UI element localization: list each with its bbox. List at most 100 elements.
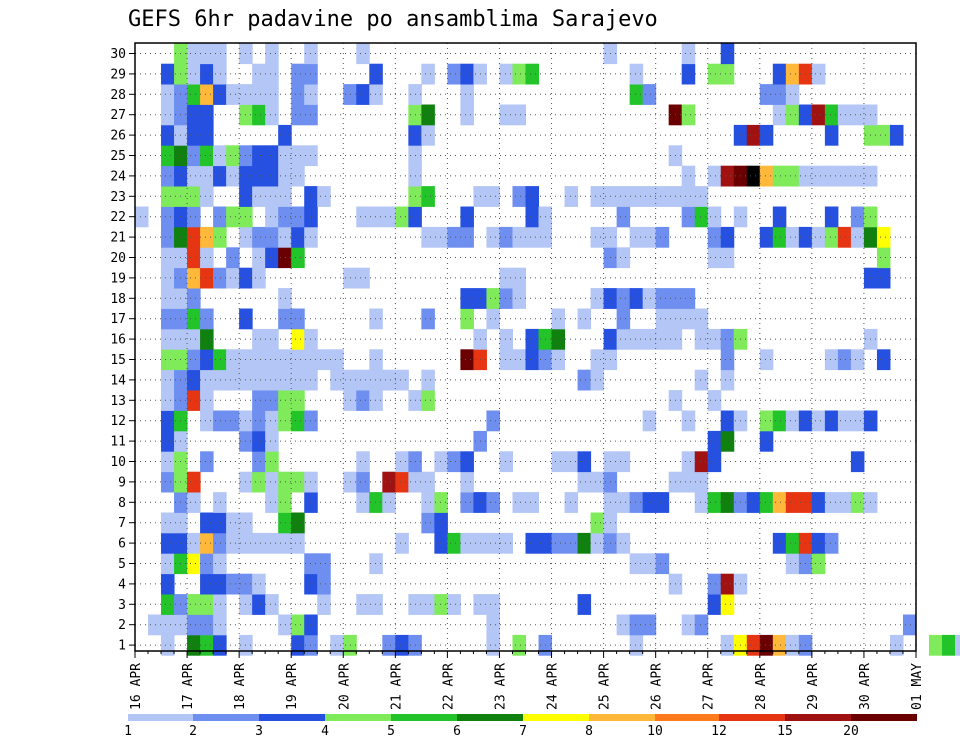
heatmap-cell: [642, 492, 657, 513]
heatmap-cell: [551, 532, 566, 554]
heatmap-cell: [200, 247, 214, 269]
heatmap-cell: [486, 634, 500, 656]
heatmap-cell: [161, 553, 175, 575]
heatmap-cell: [486, 308, 500, 330]
heatmap-cell: [278, 614, 292, 636]
heatmap-cell: [278, 145, 292, 167]
x-tick-label: 01 MAY: [910, 663, 925, 710]
heatmap-cell: [395, 206, 409, 228]
heatmap-cell: [291, 84, 305, 105]
heatmap-cell: [564, 451, 579, 473]
heatmap-cell: [369, 308, 383, 330]
heatmap-cell: [824, 104, 839, 126]
heatmap-cell: [499, 267, 513, 289]
heatmap-cell: [187, 226, 201, 248]
heatmap-cell: [642, 328, 657, 350]
heatmap-cell: [772, 84, 787, 105]
heatmap-cell: [707, 165, 722, 187]
heatmap-cell: [460, 104, 474, 126]
heatmap-cell: [486, 288, 500, 309]
heatmap-cell: [187, 43, 201, 65]
heatmap-cell: [655, 553, 670, 575]
heatmap-cell: [499, 288, 513, 309]
heatmap-cell: [161, 186, 175, 207]
heatmap-cell: [850, 104, 865, 126]
heatmap-cell: [200, 390, 214, 411]
heatmap-cell: [785, 165, 800, 187]
heatmap-cell: [824, 410, 839, 432]
heatmap-cell: [447, 226, 461, 248]
heatmap-cell: [785, 553, 800, 575]
heatmap-cell: [707, 594, 722, 615]
heatmap-cell: [278, 165, 292, 187]
heatmap-cell: [681, 410, 696, 432]
heatmap-cell: [200, 614, 214, 636]
heatmap-cell: [382, 471, 396, 493]
heatmap-cell: [681, 206, 696, 228]
heatmap-cell: [837, 165, 852, 187]
heatmap-cell: [759, 410, 774, 432]
heatmap-cell: [252, 430, 266, 452]
heatmap-cell: [291, 349, 305, 371]
heatmap-cell: [772, 206, 787, 228]
heatmap-cell: [278, 349, 292, 371]
heatmap-cell: [811, 492, 826, 513]
heatmap-cell: [369, 369, 383, 391]
heatmap-cell: [772, 410, 787, 432]
x-tick-label: 21 APR: [389, 663, 404, 710]
heatmap-cell: [421, 594, 435, 615]
colorbar-swatch: [851, 714, 917, 721]
y-tick-label: 14: [110, 373, 126, 388]
heatmap-cell: [291, 512, 305, 534]
heatmap-cell: [460, 84, 474, 105]
heatmap-cell: [382, 492, 396, 513]
heatmap-cell: [837, 226, 852, 248]
heatmap-cell: [616, 614, 631, 636]
heatmap-cell: [226, 267, 240, 289]
heatmap-cell: [577, 594, 592, 615]
heatmap-cell: [460, 288, 474, 309]
heatmap-cell: [681, 165, 696, 187]
heatmap-cell: [681, 288, 696, 309]
heatmap-cell: [213, 492, 227, 513]
heatmap-cell: [200, 145, 214, 167]
heatmap-cell: [356, 390, 370, 411]
heatmap-cell: [772, 492, 787, 513]
y-axis-ticks: 1234567891011121314151617181920212223242…: [110, 47, 135, 654]
heatmap-cell: [291, 247, 305, 269]
heatmap-cell: [265, 390, 279, 411]
heatmap-cell: [811, 104, 826, 126]
heatmap-cell: [694, 328, 709, 350]
heatmap-cell: [551, 328, 566, 350]
y-tick-label: 17: [110, 312, 126, 327]
colorbar: 1 2 3 4 5 6 7 8 10 12 15 20: [124, 714, 917, 739]
heatmap-cell: [395, 634, 409, 656]
heatmap-cell: [161, 369, 175, 391]
heatmap-cell: [200, 410, 214, 432]
heatmap-cell: [252, 471, 266, 493]
heatmap-cell: [161, 124, 175, 146]
heatmap-cell: [889, 124, 904, 146]
y-tick-label: 1: [118, 639, 126, 654]
heatmap-cell: [837, 410, 852, 432]
x-tick-label: 19 APR: [285, 663, 300, 710]
heatmap-cell: [356, 594, 370, 615]
heatmap-cell: [252, 104, 266, 126]
heatmap-cell: [161, 512, 175, 534]
heatmap-cell: [681, 614, 696, 636]
heatmap-cell: [200, 84, 214, 105]
heatmap-cell: [525, 206, 540, 228]
colorbar-label: 15: [777, 724, 793, 739]
heatmap-cell: [616, 288, 631, 309]
heatmap-cell: [252, 63, 266, 85]
heatmap-cell: [955, 634, 960, 656]
heatmap-cell: [291, 165, 305, 187]
colorbar-label: 12: [711, 724, 727, 739]
heatmap-cell: [720, 410, 735, 432]
heatmap-cell: [213, 410, 227, 432]
heatmap-cell: [460, 451, 474, 473]
heatmap-cell: [811, 410, 826, 432]
heatmap-cell: [356, 471, 370, 493]
heatmap-cell: [252, 247, 266, 269]
heatmap-cell: [200, 226, 214, 248]
